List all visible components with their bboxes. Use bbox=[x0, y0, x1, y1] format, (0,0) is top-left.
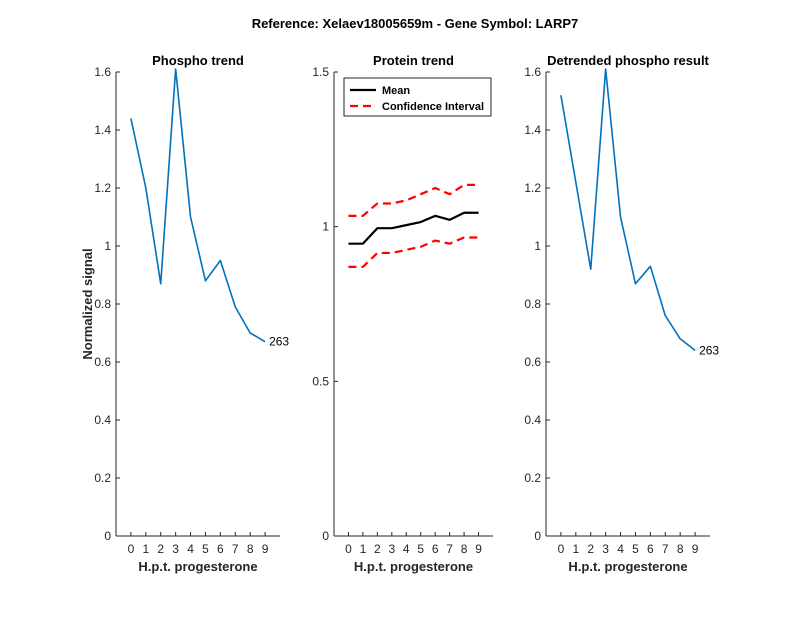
x-tick-label: 5 bbox=[417, 542, 424, 556]
y-tick-label: 0.6 bbox=[94, 355, 111, 369]
series-line bbox=[130, 68, 266, 343]
x-tick-label: 0 bbox=[128, 542, 135, 556]
y-tick-label: 1.6 bbox=[524, 65, 541, 79]
y-tick-label: 0.5 bbox=[312, 374, 329, 388]
x-tick-label: 3 bbox=[172, 542, 179, 556]
series-line bbox=[560, 68, 696, 352]
y-tick-label: 0.8 bbox=[524, 297, 541, 311]
y-tick-label: 1 bbox=[104, 239, 111, 253]
x-axis-label: H.p.t. progesterone bbox=[354, 559, 473, 574]
x-tick-label: 5 bbox=[632, 542, 639, 556]
x-tick-label: 5 bbox=[202, 542, 209, 556]
panel-title: Protein trend bbox=[373, 53, 454, 68]
y-tick-label: 0.2 bbox=[524, 471, 541, 485]
x-tick-label: 7 bbox=[232, 542, 239, 556]
x-tick-label: 9 bbox=[475, 542, 482, 556]
y-tick-label: 1.5 bbox=[312, 65, 329, 79]
y-tick-label: 0.4 bbox=[524, 413, 541, 427]
x-tick-label: 6 bbox=[217, 542, 224, 556]
x-tick-label: 8 bbox=[677, 542, 684, 556]
y-tick-label: 1.2 bbox=[524, 181, 541, 195]
y-tick-label: 1.4 bbox=[524, 123, 541, 137]
y-tick-label: 0 bbox=[322, 529, 329, 543]
y-tick-label: 1.2 bbox=[94, 181, 111, 195]
x-tick-label: 7 bbox=[446, 542, 453, 556]
series-line-mean bbox=[348, 211, 479, 245]
x-tick-label: 8 bbox=[247, 542, 254, 556]
panel-phospho-trend: 00.20.40.60.811.21.41.60 1 2 3 4 5 6 7 8 9Phospho… bbox=[80, 53, 289, 574]
x-tick-label: 4 bbox=[403, 542, 410, 556]
x-tick-label: 2 bbox=[587, 542, 594, 556]
x-axis-label: H.p.t. progesterone bbox=[138, 559, 257, 574]
x-tick-label: 2 bbox=[157, 542, 164, 556]
y-tick-label: 0 bbox=[534, 529, 541, 543]
x-tick-label: 3 bbox=[602, 542, 609, 556]
x-tick-label: 2 bbox=[374, 542, 381, 556]
figure-title: Reference: Xelaev18005659m - Gene Symbol… bbox=[252, 16, 579, 31]
x-axis-label: H.p.t. progesterone bbox=[568, 559, 687, 574]
y-tick-label: 0.2 bbox=[94, 471, 111, 485]
x-tick-label: 7 bbox=[662, 542, 669, 556]
x-tick-label: 3 bbox=[388, 542, 395, 556]
legend-entry: Mean bbox=[382, 85, 410, 97]
legend-entry: Confidence Interval bbox=[382, 101, 484, 113]
x-tick-label: 9 bbox=[262, 542, 269, 556]
x-tick-label: 0 bbox=[558, 542, 565, 556]
x-tick-label: 6 bbox=[432, 542, 439, 556]
y-axis-label: Normalized signal bbox=[80, 248, 95, 359]
x-tick-label: 0 bbox=[345, 542, 352, 556]
legend-box bbox=[343, 77, 492, 117]
y-tick-label: 0 bbox=[104, 529, 111, 543]
x-tick-label: 1 bbox=[572, 542, 579, 556]
x-tick-label: 9 bbox=[692, 542, 699, 556]
x-tick-label: 1 bbox=[142, 542, 149, 556]
y-tick-label: 0.6 bbox=[524, 355, 541, 369]
series-line-ci bbox=[348, 236, 479, 268]
panel-title: Detrended phospho result bbox=[547, 53, 709, 68]
y-tick-label: 1 bbox=[534, 239, 541, 253]
series-line-ci bbox=[348, 183, 479, 217]
data-annotation: 263 bbox=[269, 335, 289, 349]
x-tick-label: 8 bbox=[461, 542, 468, 556]
y-tick-label: 1.6 bbox=[94, 65, 111, 79]
x-tick-label: 1 bbox=[360, 542, 367, 556]
y-tick-label: 0.8 bbox=[94, 297, 111, 311]
y-tick-label: 1 bbox=[322, 220, 329, 234]
x-tick-label: 6 bbox=[647, 542, 654, 556]
data-annotation: 263 bbox=[699, 343, 719, 357]
x-tick-label: 4 bbox=[617, 542, 624, 556]
y-tick-label: 0.4 bbox=[94, 413, 111, 427]
y-tick-label: 1.4 bbox=[94, 123, 111, 137]
panel-title: Phospho trend bbox=[152, 53, 244, 68]
panel-detrended-phospho: 00.20.40.60.811.21.41.60 1 2 3 4 5 6 7 8 9Detrend… bbox=[524, 53, 719, 574]
x-tick-label: 4 bbox=[187, 542, 194, 556]
